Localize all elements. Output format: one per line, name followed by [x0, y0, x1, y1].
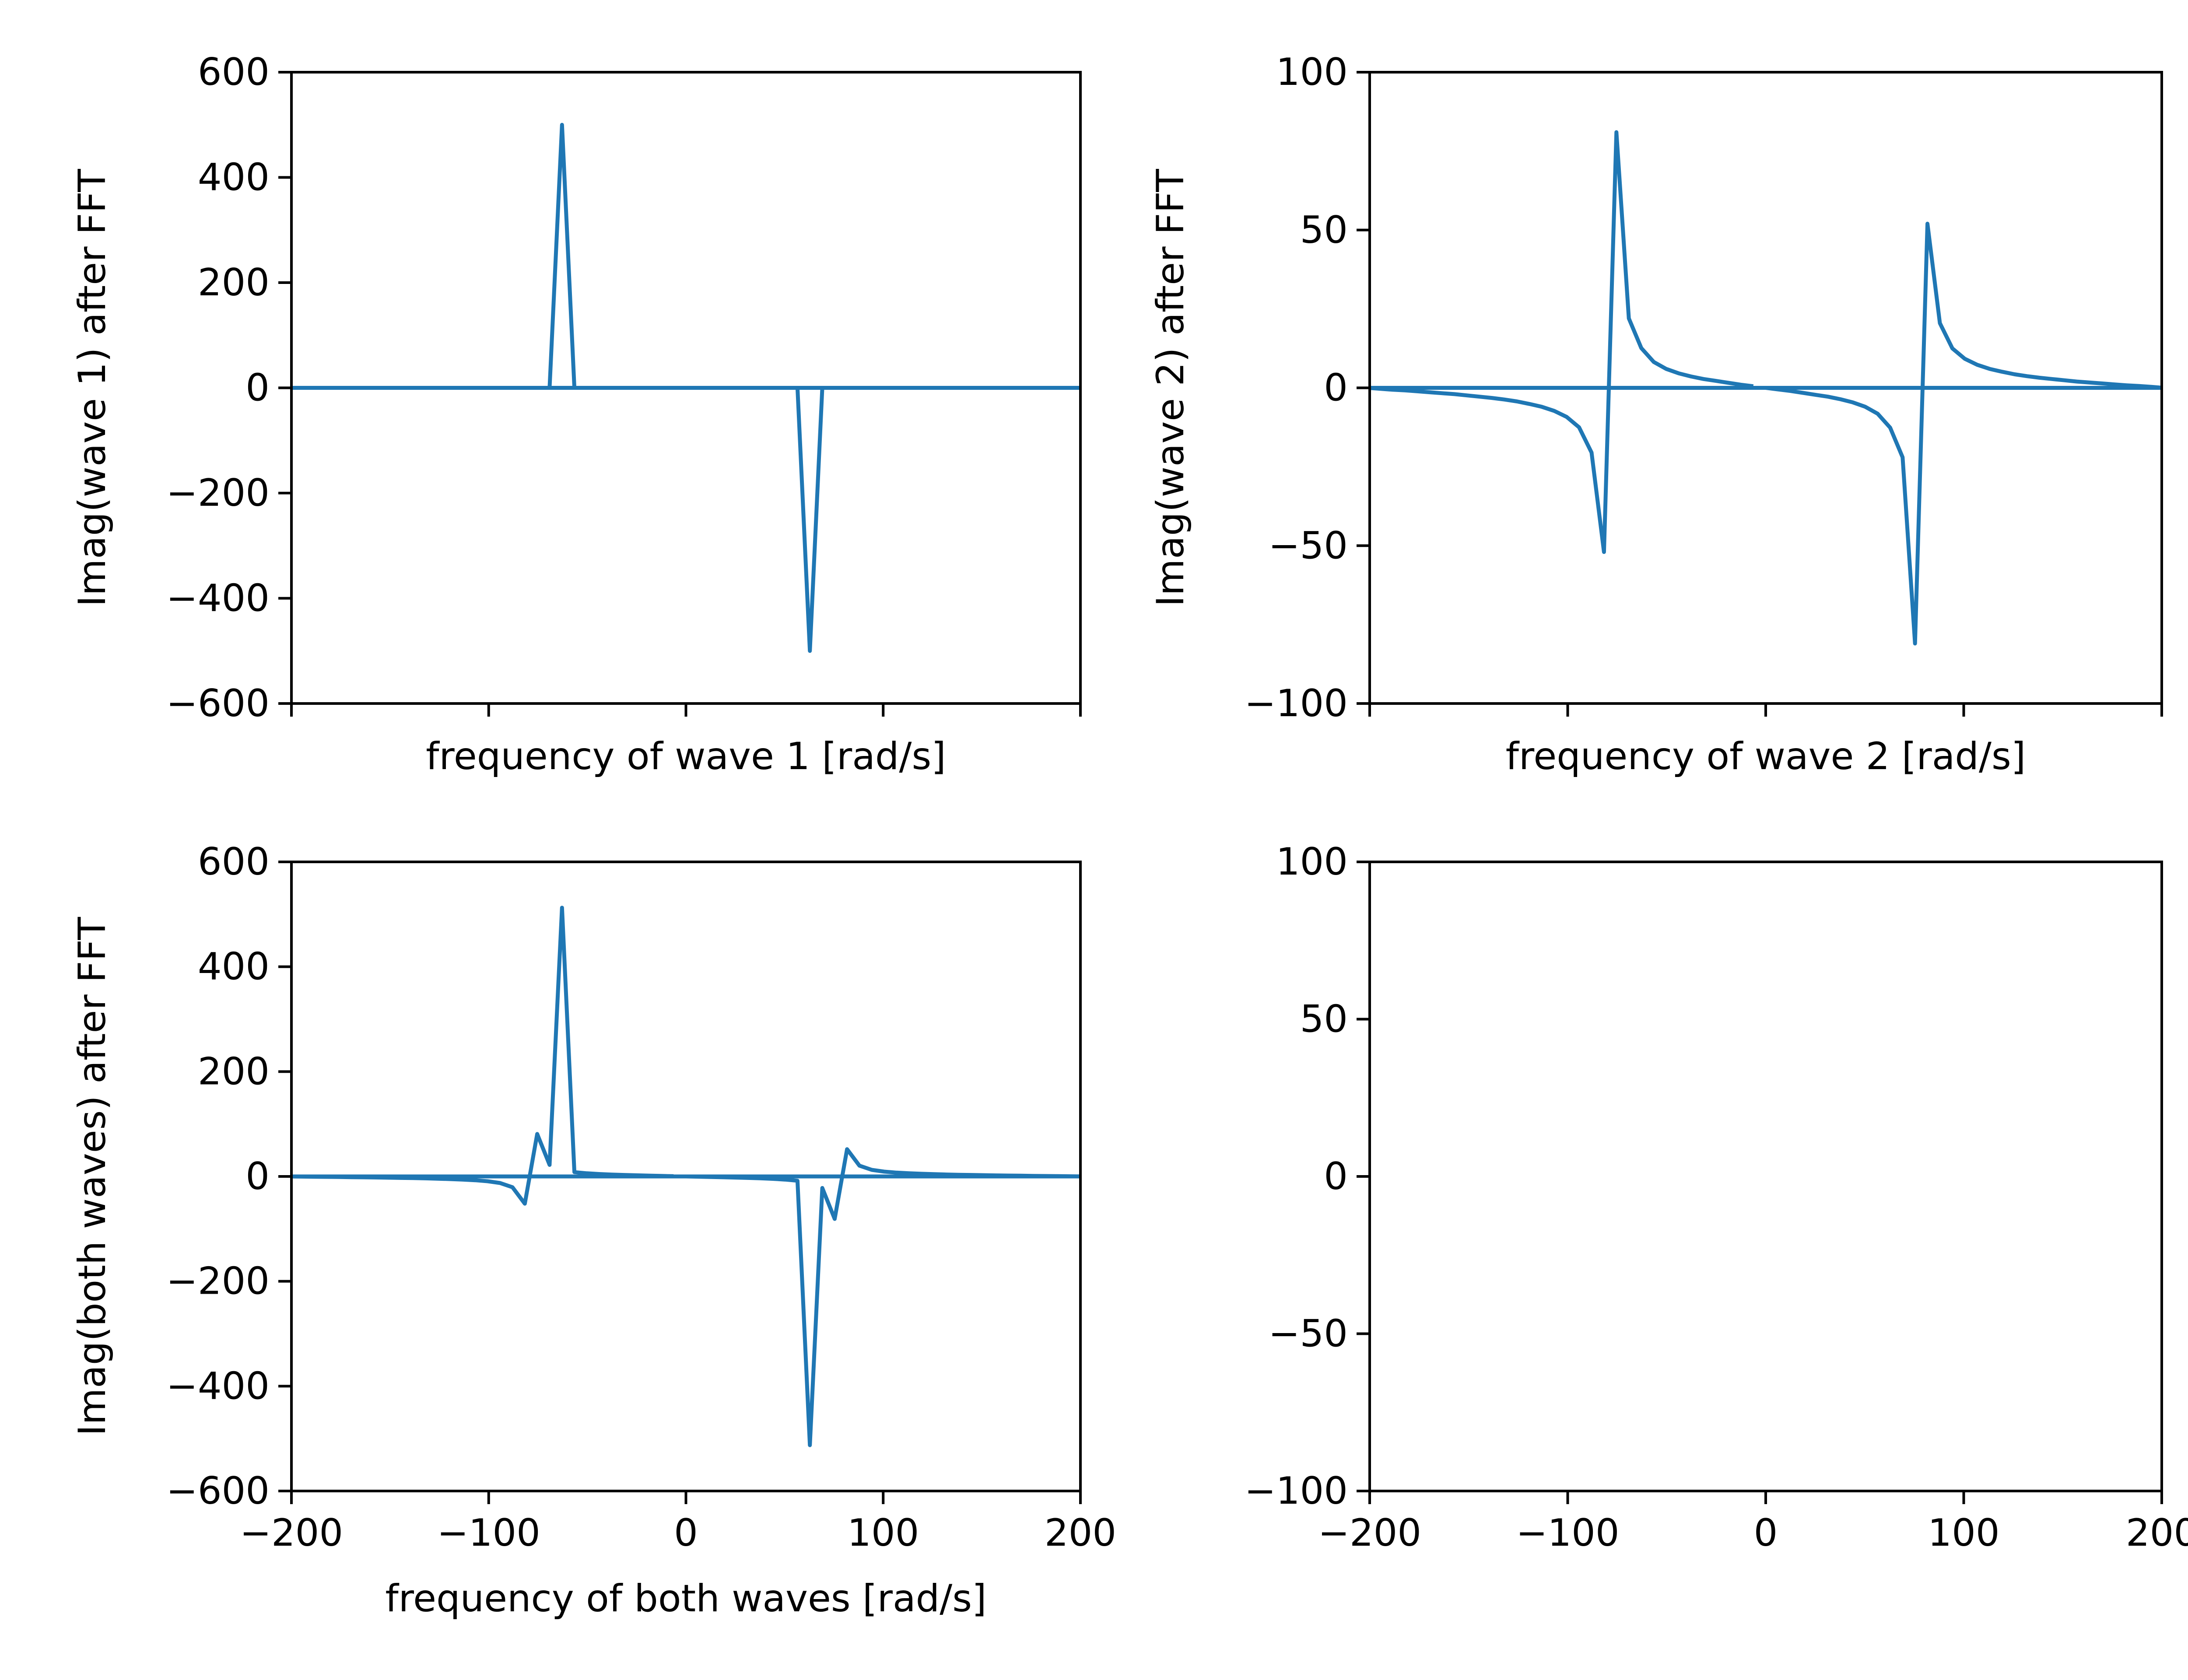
y-tick-label: 600 [198, 840, 270, 884]
y-tick-label: 50 [1300, 208, 1348, 252]
y-axis-label: Imag(both waves) after FFT [70, 917, 114, 1436]
chart-both: −600 −400 −200 0 200 400 600 −200 −100 0 100 200 fre… [70, 840, 1116, 1620]
y-tick-label: −50 [1269, 524, 1348, 567]
x-tick-label: 100 [847, 1511, 919, 1555]
y-tick-label: 200 [198, 1050, 270, 1093]
y-tick-label: −600 [166, 682, 270, 725]
series-line-wave-2 [1370, 130, 2162, 646]
y-tick-label: 400 [198, 945, 270, 989]
x-tick-label: −100 [1516, 1511, 1619, 1555]
y-axis-label: Imag(wave 1) after FFT [70, 169, 114, 607]
y-axis-label: Imag(wave 2) after FFT [1149, 169, 1192, 607]
x-tick-label: −200 [1318, 1511, 1421, 1555]
y-tick-label: 0 [1324, 366, 1348, 410]
y-tick-label: −200 [166, 1260, 270, 1303]
y-tick-label: −400 [166, 1364, 270, 1408]
chart-wave1: −600 −400 −200 0 200 400 600 frequency of wave … [70, 50, 1082, 778]
x-axis-label: frequency of both waves [rad/s] [385, 1577, 986, 1620]
y-tick-label: −100 [1245, 1469, 1348, 1513]
x-tick-label: 0 [674, 1511, 698, 1555]
y-tick-label: 0 [245, 1155, 270, 1198]
x-tick-label: −200 [240, 1511, 343, 1555]
chart-wave2: −100 −50 0 50 100 frequency of wave 2 [rad/s]… [1149, 50, 2163, 778]
y-tick-label: 50 [1300, 998, 1348, 1041]
y-tick-label: 600 [198, 50, 270, 94]
y-tick-label: −50 [1269, 1312, 1348, 1356]
x-tick-label: 200 [1045, 1511, 1116, 1555]
y-tick-label: −400 [166, 577, 270, 620]
x-tick-label: 200 [2126, 1511, 2188, 1555]
series-line-wave-1 [291, 122, 1080, 653]
x-tick-label: 0 [1754, 1511, 1778, 1555]
y-tick-label: 200 [198, 261, 270, 304]
y-tick-label: −100 [1245, 682, 1348, 725]
x-tick-label: −100 [437, 1511, 540, 1555]
x-axis-label: frequency of wave 1 [rad/s] [426, 735, 946, 778]
x-tick-label: 100 [1928, 1511, 1999, 1555]
y-tick-label: −600 [166, 1469, 270, 1513]
series-line-both-waves [291, 906, 1080, 1447]
y-tick-label: 100 [1276, 50, 1348, 94]
y-tick-label: 400 [198, 156, 270, 200]
x-axis-label: frequency of wave 2 [rad/s] [1506, 735, 2026, 778]
y-tick-label: 0 [1324, 1155, 1348, 1198]
y-tick-label: 0 [245, 366, 270, 410]
y-tick-label: 100 [1276, 840, 1348, 884]
y-tick-label: −200 [166, 471, 270, 515]
